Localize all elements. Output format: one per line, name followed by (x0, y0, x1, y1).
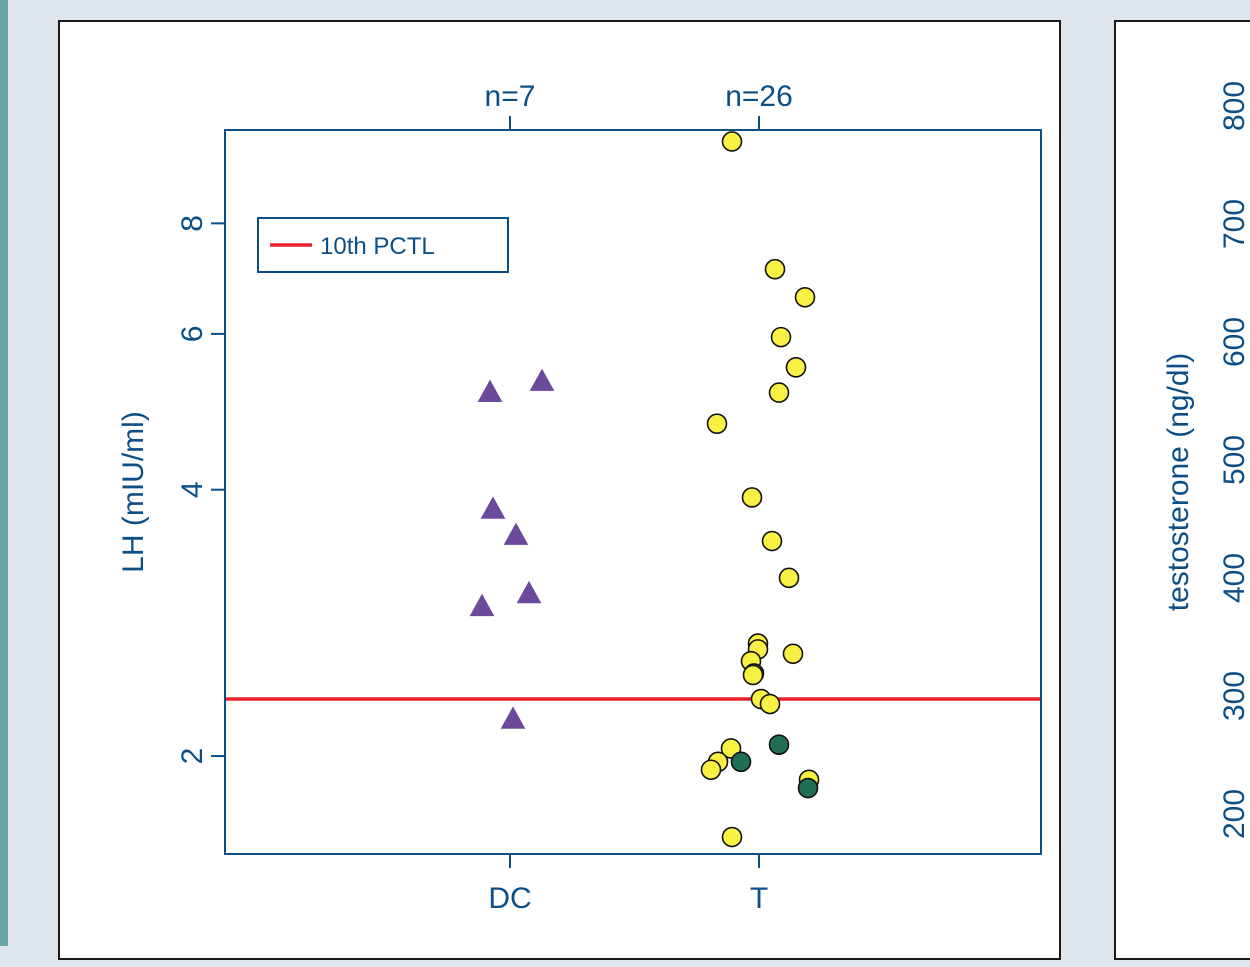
legend-label-10th-pctl: 10th PCTL (320, 233, 435, 260)
data-point-t (742, 664, 764, 686)
y-tick-label-testosterone: 700 (1218, 199, 1250, 249)
data-point-t (770, 326, 792, 348)
data-point-t (761, 530, 783, 552)
left-decorative-stripe (0, 0, 42, 946)
data-point-t (759, 693, 781, 715)
testosterone-chart-panel: testosterone (ng/dl) 200 300 400 500 600 700 8… (1114, 20, 1250, 960)
top-count-label: n=7 (485, 80, 536, 113)
data-point-t (794, 286, 816, 308)
y-tick-label-testosterone: 400 (1218, 553, 1250, 603)
y-tick-label-testosterone: 300 (1218, 671, 1250, 721)
y-tick-label: 2 (176, 748, 209, 765)
lh-scatter-chart: 2 4 6 8 DC n=7 Tn=26 LH (mIU/ml) 10th PCTL (117, 80, 1042, 915)
data-point-dc (477, 379, 503, 402)
data-point-t (782, 643, 804, 665)
y-tick-label: 6 (176, 326, 209, 343)
data-point-t (768, 382, 790, 403)
data-point-t (741, 487, 763, 508)
data-point-t (721, 131, 743, 152)
data-point-dc (469, 593, 495, 617)
data-point-t (778, 567, 800, 589)
y-tick-label: 8 (176, 215, 209, 232)
data-point-dc (500, 706, 526, 729)
y-tick-label-testosterone: 500 (1218, 435, 1250, 485)
data-point-dc (503, 522, 529, 545)
y-tick-label: 4 (176, 481, 209, 498)
data-point-t (721, 826, 743, 848)
y-axis-label: LH (mIU/ml) (117, 411, 150, 573)
top-count-label: n=26 (725, 80, 793, 113)
y-tick-label-testosterone: 200 (1218, 789, 1250, 839)
data-point-dc (529, 368, 555, 391)
testosterone-scatter-chart: testosterone (ng/dl) 200 300 400 500 600 700 8… (1162, 81, 1250, 839)
legend: 10th PCTL (257, 217, 509, 273)
x-tick-label-t: T (750, 882, 768, 915)
data-point-dc (480, 496, 506, 519)
data-point-t (785, 357, 807, 378)
data-point-t (706, 413, 728, 434)
data-point-t (764, 258, 786, 280)
y-axis-label-testosterone: testosterone (ng/dl) (1162, 353, 1195, 611)
data-point-t (768, 734, 790, 755)
y-tick-label-testosterone: 800 (1218, 81, 1250, 131)
data-point-t (730, 751, 752, 773)
data-point-t (700, 759, 722, 781)
x-tick-label-dc: DC (488, 882, 531, 915)
y-tick-label-testosterone: 600 (1218, 317, 1250, 367)
data-point-t (797, 777, 819, 799)
data-point-dc (516, 580, 542, 604)
